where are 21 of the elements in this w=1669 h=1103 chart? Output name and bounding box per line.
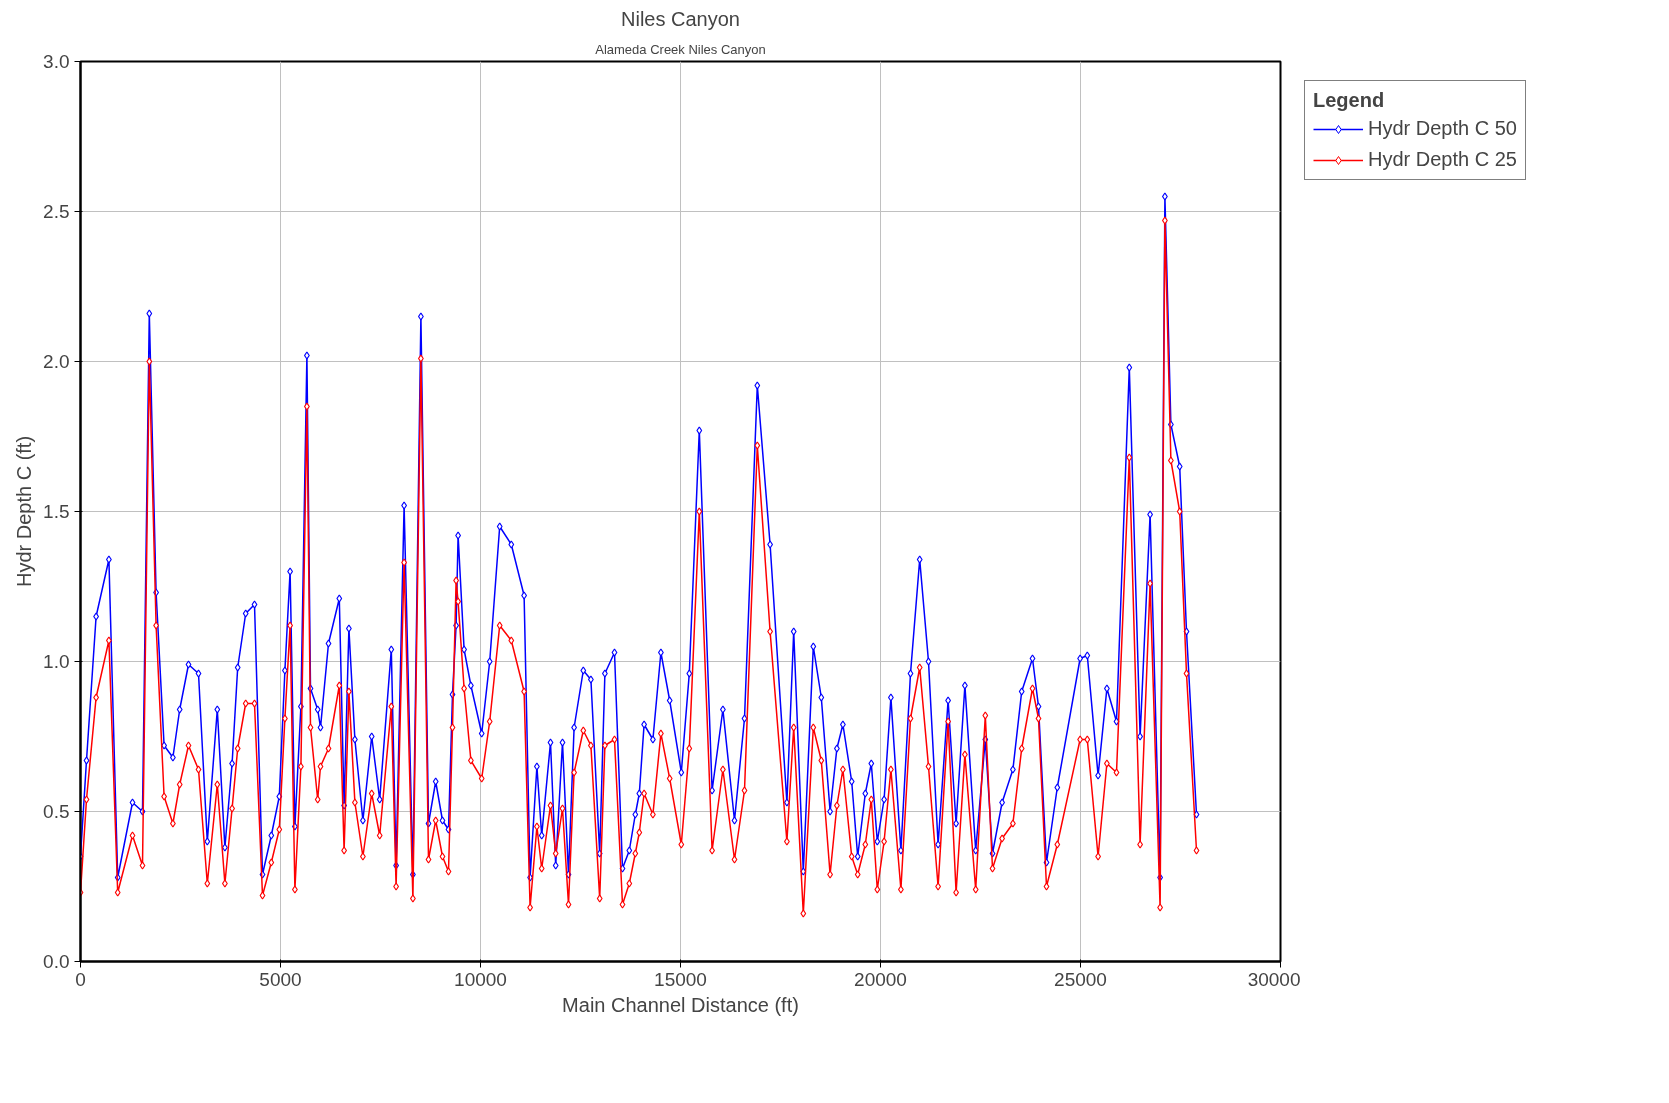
- x-tick-label: 20000: [854, 968, 907, 990]
- y-tick-label: 2.0: [43, 351, 70, 372]
- y-tick-label: 0.0: [43, 951, 70, 972]
- x-tick-label: 25000: [1054, 968, 1107, 990]
- x-tick-label: 30000: [1247, 968, 1301, 990]
- y-tick-label: 1.5: [43, 501, 70, 522]
- legend-label: Hydr Depth C 25: [1368, 148, 1517, 171]
- legend-label: Hydr Depth C 50: [1368, 117, 1517, 140]
- x-tick-label: 15000: [654, 968, 707, 990]
- x-axis-title: Main Channel Distance (ft): [562, 993, 799, 1016]
- x-tick-label: 10000: [454, 968, 507, 990]
- y-tick-label: 0.5: [43, 801, 70, 822]
- y-tick-label: 3.0: [43, 51, 70, 72]
- text: Alameda Creek Niles Canyon: [595, 41, 766, 57]
- y-tick-label: 1.0: [43, 651, 70, 672]
- legend-title: Legend: [1313, 89, 1386, 112]
- y-axis-title: Hydr Depth C (ft): [13, 435, 36, 588]
- chart-title: Niles Canyon: [621, 7, 740, 30]
- x-tick-label: 5000: [259, 968, 302, 990]
- x-tick-label: 0: [75, 968, 86, 990]
- y-tick-label: 2.5: [43, 201, 70, 222]
